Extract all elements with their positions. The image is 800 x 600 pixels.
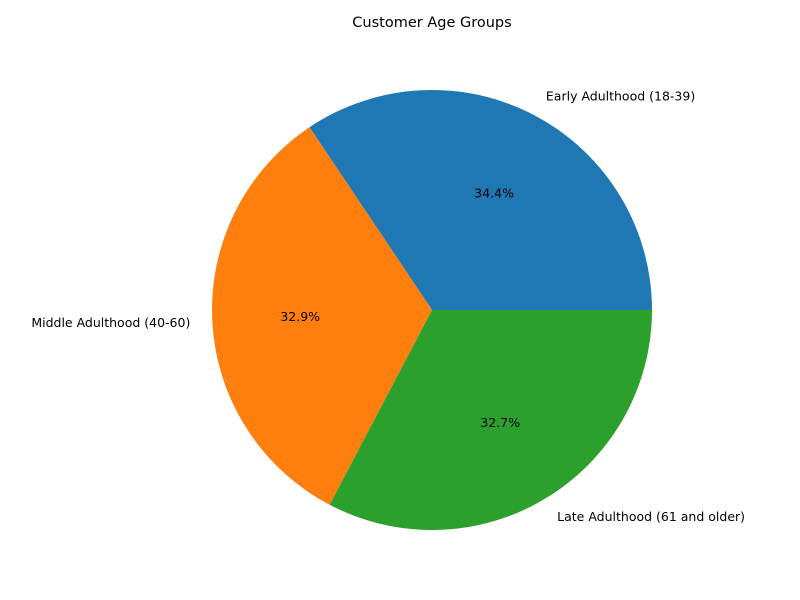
pie-labels: Early Adulthood (18-39) 34.4% Middle Adult… bbox=[31, 88, 745, 524]
slice-label-3: Late Adulthood (61 and older) bbox=[557, 509, 745, 524]
chart-title: Customer Age Groups bbox=[352, 15, 511, 31]
slice-label-2: Middle Adulthood (40-60) bbox=[31, 315, 190, 330]
slice-percent-label-1: 34.4% bbox=[474, 186, 514, 201]
slice-label-1: Early Adulthood (18-39) bbox=[546, 88, 695, 103]
slice-percent-label-3: 32.7% bbox=[480, 415, 520, 430]
pie-slice-1 bbox=[309, 90, 652, 310]
pie-slice-2 bbox=[212, 127, 432, 505]
pie-slices bbox=[212, 90, 652, 530]
pie-slice-3 bbox=[329, 310, 652, 530]
slice-percent-label-2: 32.9% bbox=[280, 309, 320, 324]
